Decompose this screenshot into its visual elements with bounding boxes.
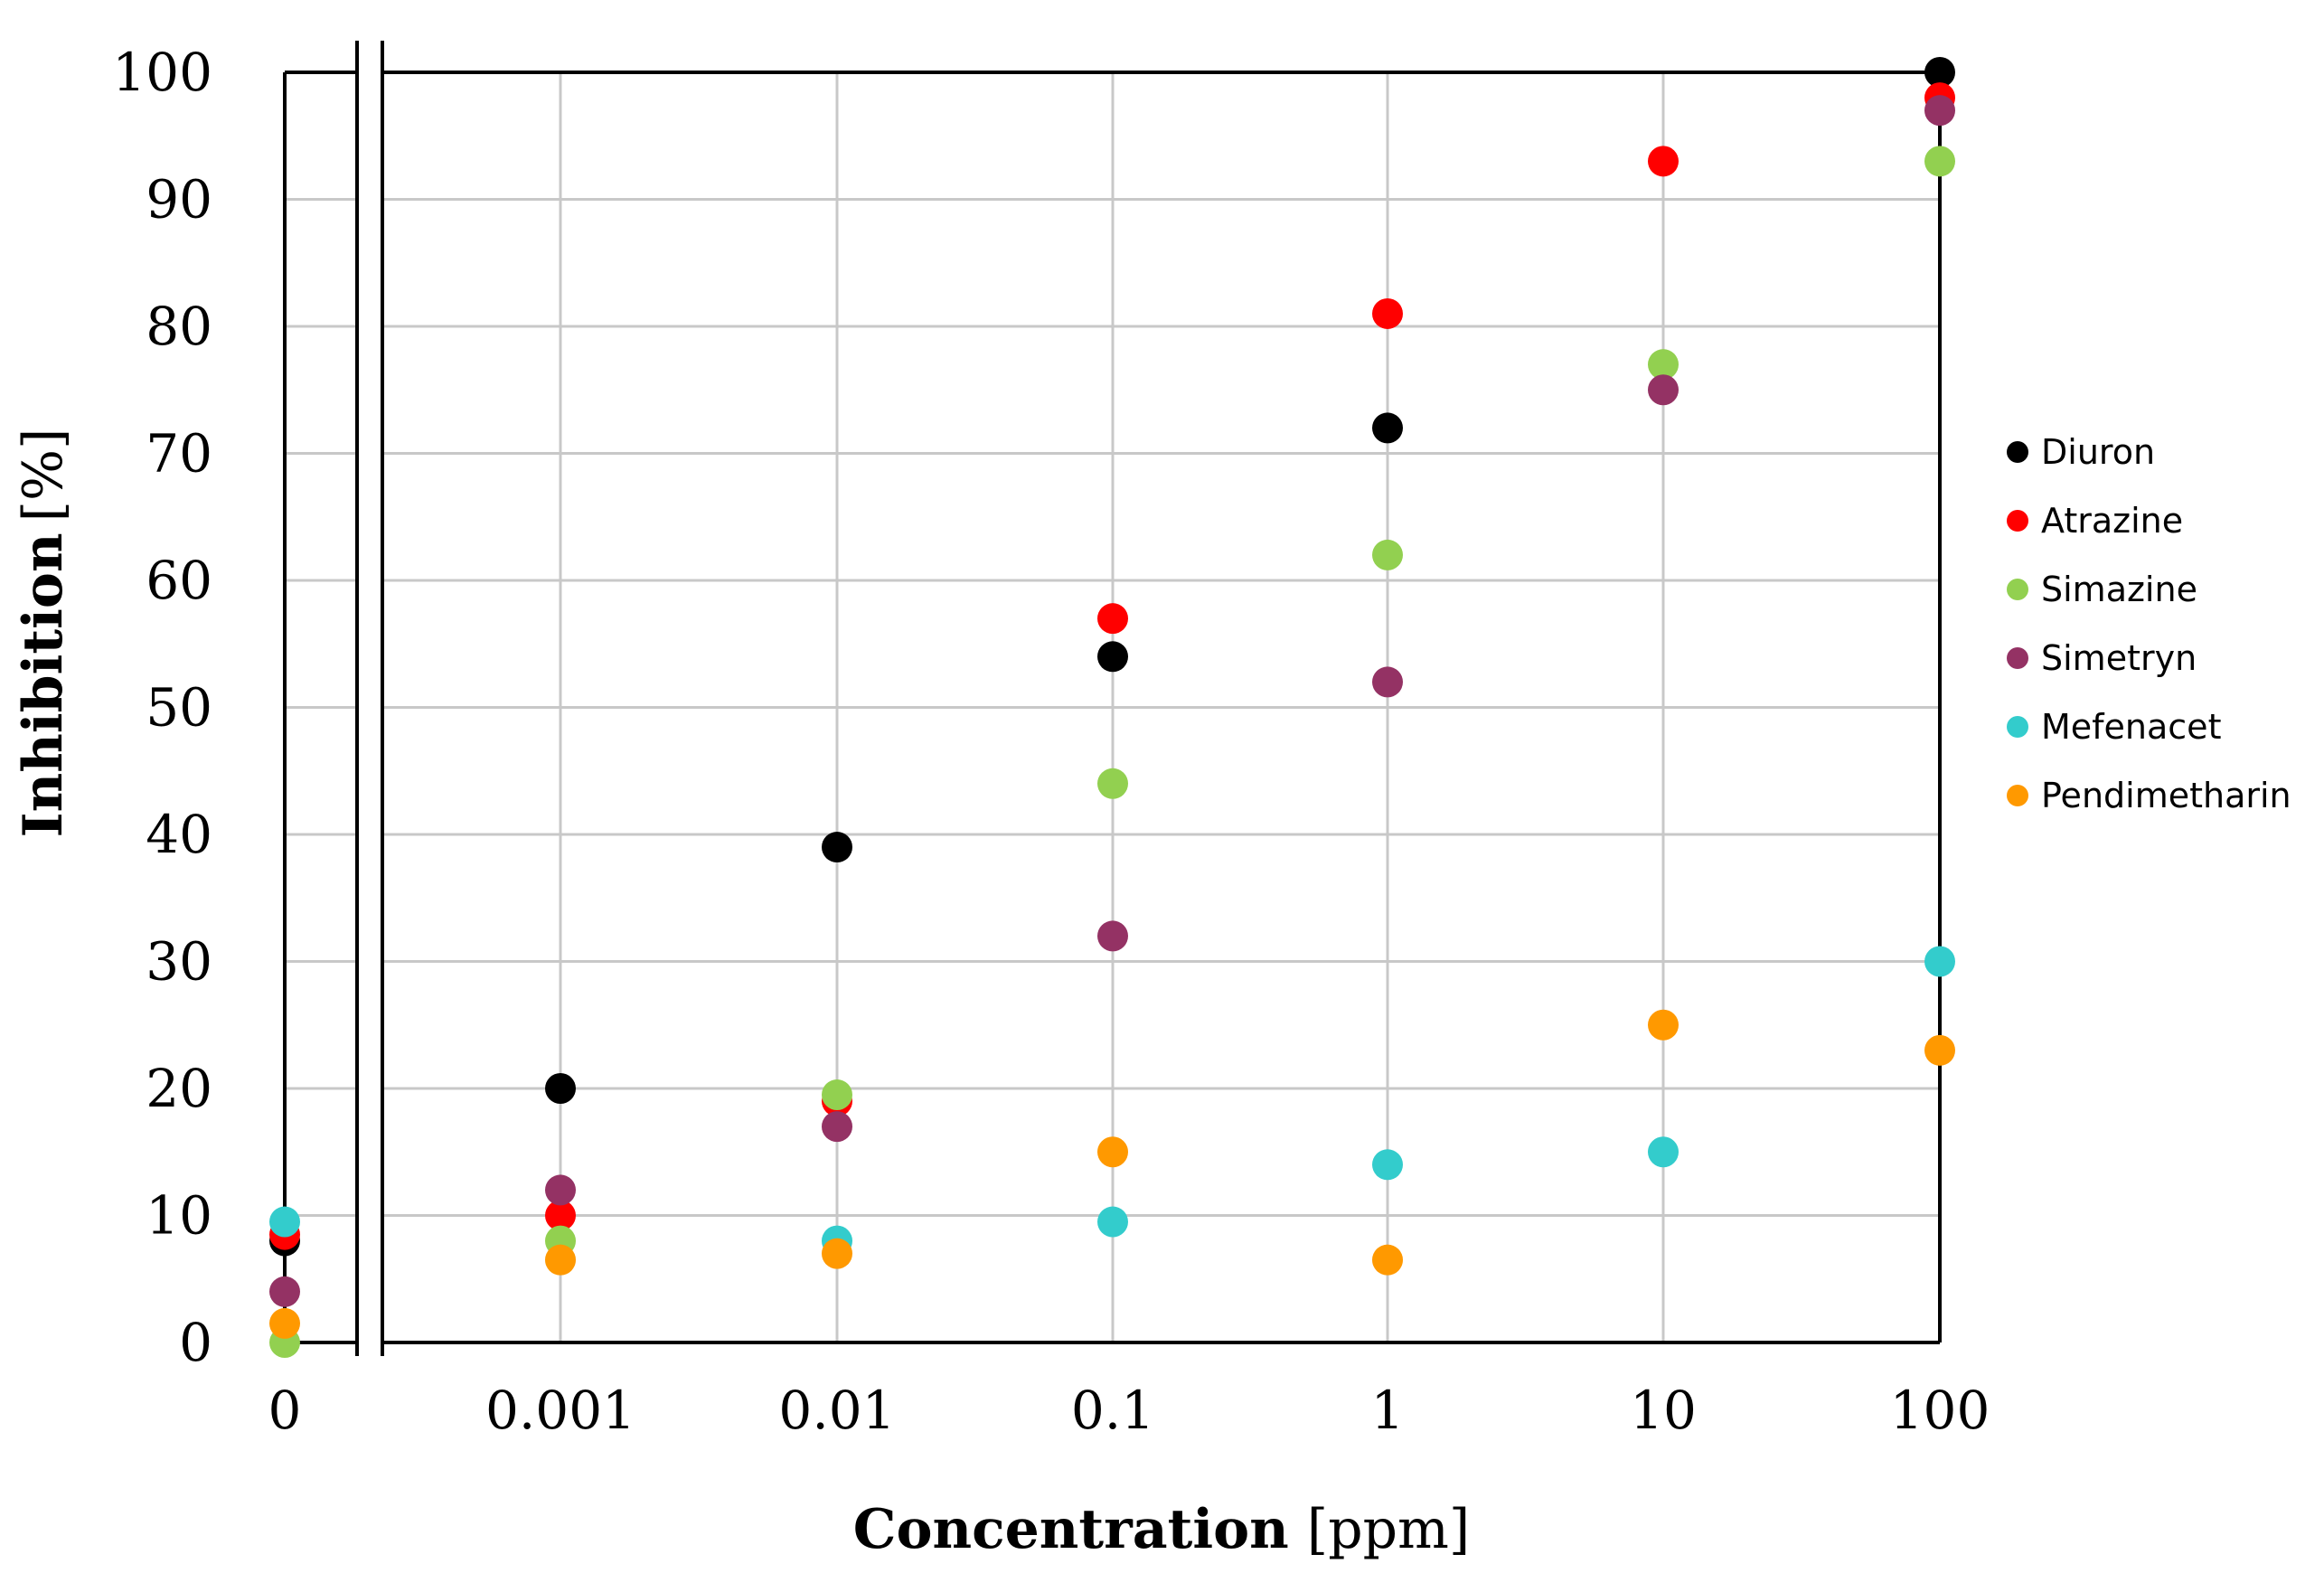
y-axis-title: Inhibition [%] bbox=[12, 429, 75, 838]
data-point bbox=[545, 1174, 576, 1206]
plot-frame bbox=[283, 41, 1942, 1356]
data-points bbox=[269, 57, 1955, 1358]
data-point bbox=[1648, 374, 1679, 406]
data-point bbox=[1372, 1244, 1403, 1276]
legend-marker bbox=[2007, 785, 2028, 806]
data-point bbox=[545, 1200, 576, 1231]
x-tick-label: 0 bbox=[268, 1380, 302, 1441]
data-point bbox=[269, 1276, 300, 1307]
x-axis-title: Concentration [ppm] bbox=[853, 1498, 1471, 1561]
legend-marker bbox=[2007, 647, 2028, 669]
y-tick-label: 90 bbox=[146, 169, 212, 231]
legend-label: Atrazine bbox=[2041, 501, 2183, 541]
x-tick-label: 1 bbox=[1371, 1380, 1405, 1441]
data-point bbox=[545, 1073, 576, 1104]
x-tick-label: 0.1 bbox=[1071, 1380, 1154, 1441]
y-tick-label: 70 bbox=[146, 423, 212, 485]
data-point bbox=[822, 832, 852, 863]
legend: Diuron Atrazine Simazine Simetryn Mefenacet P… bbox=[2007, 432, 2291, 815]
legend-label: Mefenacet bbox=[2041, 707, 2221, 747]
x-axis-unit: [ppm] bbox=[1307, 1498, 1471, 1561]
data-point bbox=[1924, 1034, 1955, 1066]
y-tick-label: 80 bbox=[146, 296, 212, 357]
data-point bbox=[822, 1111, 852, 1143]
y-tick-label: 10 bbox=[146, 1185, 212, 1247]
data-point bbox=[1648, 1136, 1679, 1168]
data-point bbox=[822, 1079, 852, 1111]
x-axis-label: Concentration bbox=[853, 1498, 1289, 1561]
y-tick-label: 20 bbox=[146, 1058, 212, 1119]
legend-label: Diuron bbox=[2041, 432, 2155, 472]
data-point bbox=[1924, 95, 1955, 127]
legend-label: Pendimetharin bbox=[2041, 776, 2291, 815]
data-point bbox=[1097, 603, 1128, 635]
x-tick-labels: 0 0.001 0.01 0.1 1 10 100 bbox=[268, 1380, 1990, 1441]
data-point bbox=[1372, 1149, 1403, 1181]
data-point bbox=[1372, 297, 1403, 329]
y-tick-label: 60 bbox=[146, 550, 212, 611]
data-point bbox=[1648, 349, 1679, 381]
gridlines bbox=[285, 72, 1940, 1342]
y-tick-label: 50 bbox=[146, 677, 212, 739]
x-tick-label: 100 bbox=[1890, 1380, 1990, 1441]
x-tick-label: 0.001 bbox=[485, 1380, 635, 1441]
data-point bbox=[1097, 920, 1128, 952]
data-point bbox=[1648, 146, 1679, 177]
y-tick-label: 0 bbox=[179, 1312, 212, 1373]
x-tick-label: 0.01 bbox=[778, 1380, 895, 1441]
data-point bbox=[1924, 946, 1955, 977]
data-point bbox=[1648, 1009, 1679, 1041]
data-point bbox=[1097, 768, 1128, 799]
y-tick-label: 30 bbox=[146, 931, 212, 993]
data-point bbox=[1924, 146, 1955, 177]
legend-label: Simazine bbox=[2041, 570, 2197, 609]
y-tick-label: 40 bbox=[146, 804, 212, 865]
y-axis-unit: [%] bbox=[12, 429, 75, 523]
y-axis-label: Inhibition bbox=[12, 532, 75, 837]
legend-marker bbox=[2007, 716, 2028, 738]
data-point bbox=[1924, 57, 1955, 88]
legend-label: Simetryn bbox=[2041, 638, 2197, 678]
data-point bbox=[1372, 539, 1403, 570]
legend-marker bbox=[2007, 579, 2028, 600]
data-point bbox=[1372, 666, 1403, 698]
data-point bbox=[1097, 641, 1128, 673]
data-point bbox=[545, 1244, 576, 1276]
data-point bbox=[1097, 1136, 1128, 1168]
legend-marker bbox=[2007, 441, 2028, 463]
data-point bbox=[822, 1238, 852, 1269]
y-tick-label: 100 bbox=[112, 42, 212, 103]
x-tick-label: 10 bbox=[1630, 1380, 1697, 1441]
data-point bbox=[269, 1307, 300, 1339]
legend-marker bbox=[2007, 510, 2028, 532]
y-tick-labels: 0 10 20 30 40 50 60 70 80 90 100 bbox=[112, 42, 212, 1373]
data-point bbox=[1372, 412, 1403, 444]
data-point bbox=[269, 1206, 300, 1238]
data-point bbox=[1097, 1206, 1128, 1238]
